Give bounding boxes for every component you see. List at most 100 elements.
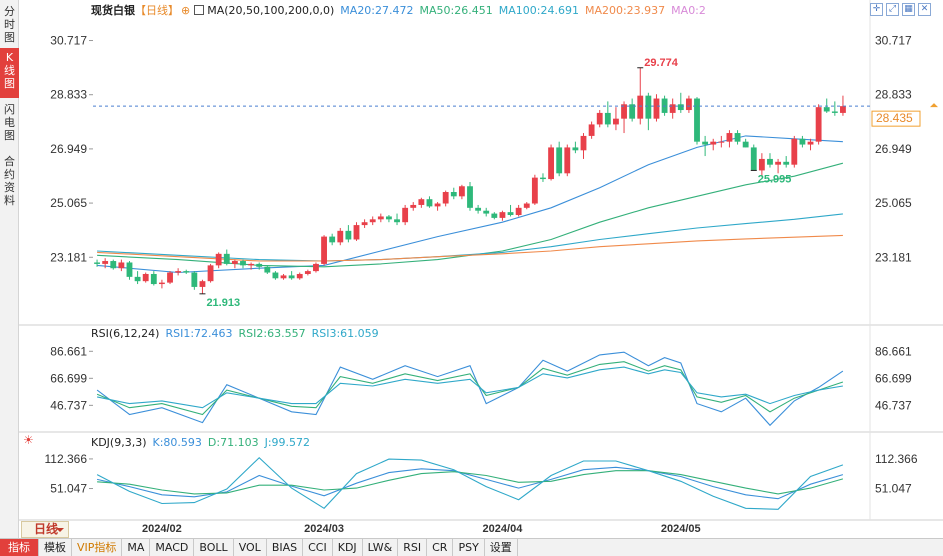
tab-macd[interactable]: MACD — [150, 539, 195, 556]
candle-body — [272, 272, 279, 279]
candle-body — [588, 124, 595, 136]
expand-tool-icon[interactable]: ⤢ — [886, 3, 899, 16]
candle-body — [491, 213, 498, 218]
rsi-layer — [96, 351, 844, 427]
close-tool-icon[interactable]: ✕ — [918, 3, 931, 16]
kdj-line-j — [96, 456, 844, 510]
rsi-value-1: RSI1:72.463 — [165, 327, 233, 340]
sidebar-tab-label: K线图 — [4, 51, 15, 90]
candle-body — [329, 236, 336, 243]
candle-body — [150, 273, 157, 285]
rsi-value-3: RSI3:61.059 — [311, 327, 379, 340]
ma-toggle-icon[interactable] — [194, 5, 205, 15]
ma-value-ma0: MA0:2 — [671, 4, 706, 17]
settings-gear-icon[interactable]: ⊕ — [181, 4, 191, 17]
ma-value-ma200: MA200:23.937 — [584, 4, 666, 17]
tab-rsi[interactable]: RSI — [398, 539, 428, 556]
candle-body — [280, 275, 287, 279]
tab-ma[interactable]: MA — [122, 539, 151, 556]
candle-body — [248, 263, 255, 266]
tab-vip-indicator[interactable]: VIP指标 — [72, 539, 123, 556]
candle-body — [361, 222, 368, 226]
main-y-tick-label-left: 25.065 — [50, 196, 87, 210]
candle-body — [629, 104, 636, 119]
kdj-settings-icon[interactable]: ☀ — [23, 433, 34, 447]
candle-body — [734, 133, 741, 142]
candle-body — [386, 216, 392, 220]
tab-settings[interactable]: 设置 — [485, 539, 518, 556]
main-y-tick-label-left: 23.181 — [50, 250, 87, 264]
kdj-y-tick-label-right: 112.366 — [875, 452, 918, 466]
x-tick-label: 2024/05 — [661, 523, 701, 535]
sidebar-tab-flash[interactable]: 闪电图 — [0, 100, 19, 146]
candle-body — [718, 141, 725, 143]
candle-body — [742, 141, 749, 148]
candle-body — [418, 199, 425, 205]
low-price-annotation-2: 25.995 — [758, 173, 792, 185]
candle-body — [223, 253, 230, 264]
main-y-tick-label-left: 30.717 — [50, 34, 87, 48]
candle-body — [426, 199, 433, 207]
instrument-title: 现货白银 — [91, 4, 135, 17]
tab-boll[interactable]: BOLL — [194, 539, 234, 556]
sidebar-tab-label: 分时图 — [4, 5, 15, 44]
candle-body — [296, 273, 303, 279]
candle-body — [304, 271, 311, 274]
candle-body — [313, 263, 319, 272]
candle-body — [637, 95, 644, 119]
sidebar-tab-intraday[interactable]: 分时图 — [0, 2, 19, 46]
sidebar-tab-contract[interactable]: 合约资料 — [0, 152, 19, 212]
indicator-tab-bar: 指标 模板 VIP指标 MA MACD BOLL VOL BIAS CCI KD… — [0, 538, 943, 556]
move-tool-icon[interactable]: ✛ — [870, 3, 883, 16]
x-tick-label: 2024/04 — [483, 523, 524, 535]
candle-body — [394, 219, 400, 223]
main-y-tick-label-right: 28.833 — [875, 88, 912, 102]
rsi-indicator-header: RSI(6,12,24) RSI1:72.463 RSI2:63.557 RSI3:6… — [91, 327, 385, 340]
high-price-annotation: 29.774 — [644, 57, 679, 69]
tab-indicator[interactable]: 指标 — [0, 539, 39, 556]
period-tag: 【日线】 — [135, 4, 179, 17]
candle-body — [669, 104, 676, 113]
kdj-y-tick-label-left: 51.047 — [50, 482, 87, 496]
candle-body — [240, 261, 246, 266]
tab-lw[interactable]: LW& — [363, 539, 399, 556]
main-y-tick-label-right: 23.181 — [875, 250, 912, 264]
candle-body — [499, 212, 506, 218]
candle-body — [175, 271, 182, 273]
main-indicator-header: 现货白银【日线】 ⊕ MA(20,50,100,200,0,0) MA20:27.47… — [91, 4, 712, 17]
period-selector[interactable]: 日线 — [21, 521, 69, 538]
chart-toolbar: ✛ ⤢ ▦ ✕ — [870, 3, 931, 16]
ma-value-ma100: MA100:24.691 — [498, 4, 579, 17]
main-y-tick-label-left: 28.833 — [50, 88, 87, 102]
candle-body — [158, 282, 165, 285]
candle-body — [702, 141, 709, 145]
last-price-arrow-icon — [930, 103, 938, 108]
candle-body — [475, 207, 482, 211]
x-tick-label: 2024/02 — [142, 523, 182, 535]
grid-tool-icon[interactable]: ▦ — [902, 3, 915, 16]
tab-template[interactable]: 模板 — [39, 539, 72, 556]
tab-kdj[interactable]: KDJ — [333, 539, 363, 556]
candle-body — [321, 236, 327, 264]
candle-body — [134, 276, 141, 282]
candle-body — [831, 111, 838, 113]
candle-body — [207, 265, 214, 282]
tab-bias[interactable]: BIAS — [267, 539, 304, 556]
grid-layer — [19, 0, 943, 521]
rsi-y-tick-label-right: 86.661 — [875, 344, 912, 358]
tab-psy[interactable]: PSY — [453, 539, 485, 556]
candle-body — [458, 186, 465, 197]
tab-cci[interactable]: CCI — [303, 539, 333, 556]
tab-vol[interactable]: VOL — [234, 539, 267, 556]
candle-body — [402, 207, 409, 223]
rsi-line-rsi3 — [96, 366, 843, 409]
main-y-tick-label-right: 30.717 — [875, 34, 912, 48]
sidebar-tab-kline[interactable]: K线图 — [0, 48, 19, 98]
chart-svg[interactable]: 30.717 30.717 28.833 28.833 26.949 26.949 25.0… — [19, 0, 943, 538]
rsi-y-tick-label-right: 66.699 — [875, 371, 912, 385]
kdj-layer — [96, 456, 844, 510]
chart-area[interactable]: 30.717 30.717 28.833 28.833 26.949 26.949 25.0… — [19, 0, 943, 538]
candle-body — [410, 204, 417, 208]
tab-cr[interactable]: CR — [427, 539, 454, 556]
candle-body — [604, 112, 611, 125]
